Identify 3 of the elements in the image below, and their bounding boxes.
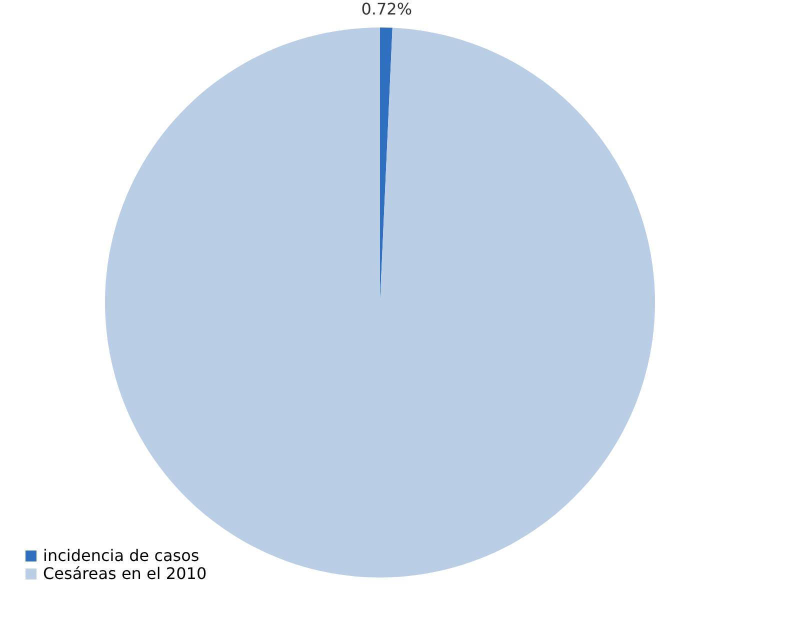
legend-label: incidencia de casos <box>43 546 200 565</box>
data-label: 0.72% <box>361 0 412 19</box>
legend-label: Cesáreas en el 2010 <box>43 564 207 583</box>
